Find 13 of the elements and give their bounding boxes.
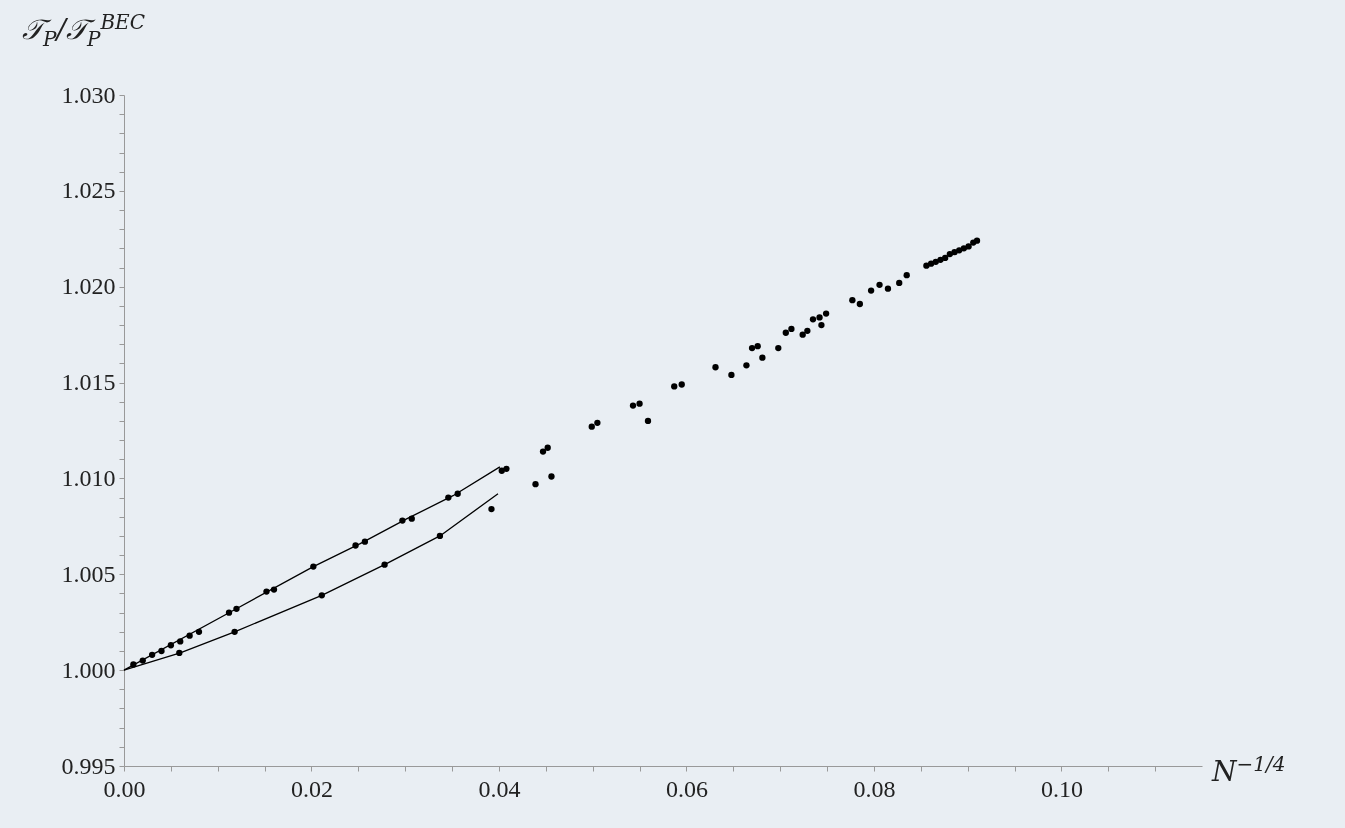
x-tick-label: 0.02 xyxy=(290,775,333,802)
x-tick-label: 0.04 xyxy=(478,775,521,802)
x-tick-label: 0.08 xyxy=(853,775,896,802)
y-tick-label: 1.025 xyxy=(61,177,116,204)
y-tick-label: 1.015 xyxy=(61,369,116,396)
y-tick-label: 1.020 xyxy=(61,273,116,300)
x-axis-title: N$^{−1/4}$ xyxy=(1212,752,1286,789)
x-tick-label: 0.10 xyxy=(1040,775,1083,802)
y-tick-label: 1.005 xyxy=(61,560,116,587)
y-tick-label: 1.010 xyxy=(61,464,116,491)
y-tick-label: 1.000 xyxy=(61,656,116,683)
y-tick-label: 1.030 xyxy=(61,81,116,108)
x-tick-label: 0.06 xyxy=(665,775,708,802)
